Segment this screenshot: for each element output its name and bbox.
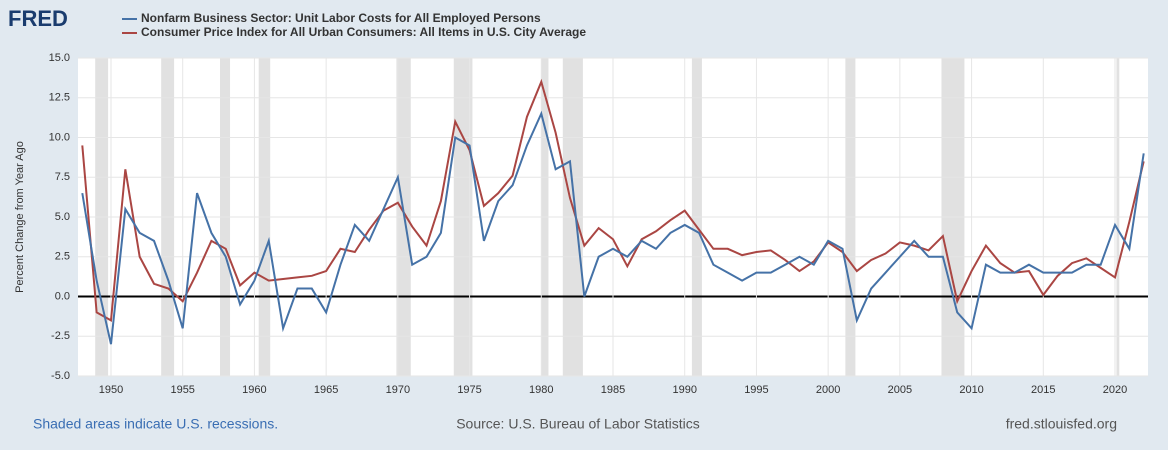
y-tick-label: -5.0 xyxy=(51,370,70,382)
x-tick-label: 2020 xyxy=(1103,384,1127,396)
series-line xyxy=(81,110,1145,345)
x-tick-label: 2005 xyxy=(888,384,912,396)
y-tick-label: 15.0 xyxy=(49,52,70,64)
x-tick-label: 2000 xyxy=(816,384,840,396)
y-tick-label: 12.5 xyxy=(49,92,70,104)
y-tick-label: 7.5 xyxy=(55,171,70,183)
x-tick-label: 1995 xyxy=(744,384,768,396)
x-tick-label: 2010 xyxy=(959,384,983,396)
source: Source: U.S. Bureau of Labor Statistics xyxy=(456,416,700,432)
x-tick-label: 1970 xyxy=(386,384,410,396)
x-tick-label: 1960 xyxy=(242,384,266,396)
y-tick-label: 5.0 xyxy=(55,211,70,223)
y-tick-label: 10.0 xyxy=(49,131,70,143)
logo[interactable]: FRED xyxy=(8,6,68,31)
legend-label: Nonfarm Business Sector: Unit Labor Cost… xyxy=(141,11,541,25)
x-tick-label: 1990 xyxy=(672,384,696,396)
y-tick-label: 0.0 xyxy=(55,290,70,302)
recession-note: Shaded areas indicate U.S. recessions. xyxy=(33,416,278,432)
legend: Nonfarm Business Sector: Unit Labor Cost… xyxy=(122,11,586,39)
series-line xyxy=(81,78,1145,322)
x-tick-label: 1965 xyxy=(314,384,338,396)
x-tick-label: 1950 xyxy=(99,384,123,396)
x-tick-label: 1975 xyxy=(457,384,481,396)
legend-label: Consumer Price Index for All Urban Consu… xyxy=(141,25,586,39)
url[interactable]: fred.stlouisfed.org xyxy=(1006,416,1117,432)
y-axis-label: Percent Change from Year Ago xyxy=(14,141,26,293)
y-tick-label: -2.5 xyxy=(51,330,70,342)
x-tick-label: 1985 xyxy=(601,384,625,396)
x-tick-label: 1980 xyxy=(529,384,553,396)
x-tick-label: 2015 xyxy=(1031,384,1055,396)
x-tick-label: 1955 xyxy=(170,384,194,396)
y-tick-label: 2.5 xyxy=(55,251,70,263)
